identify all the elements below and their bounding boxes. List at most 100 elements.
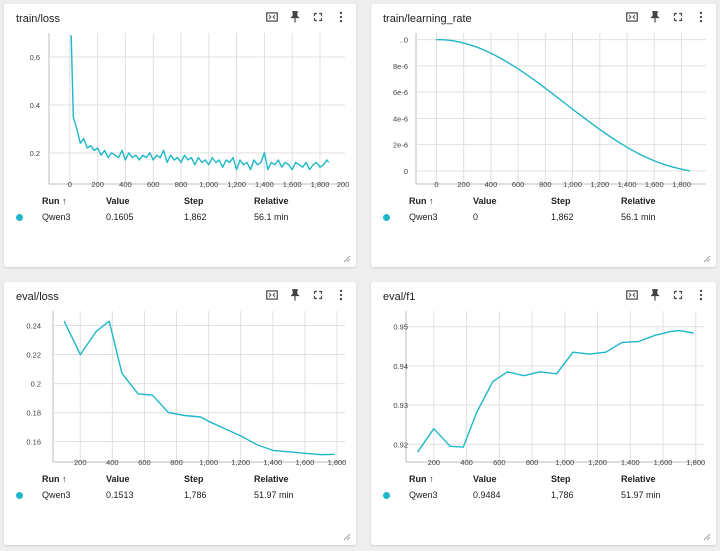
x-tick-label: 200 — [91, 180, 104, 189]
more-vert-icon[interactable] — [694, 288, 708, 302]
x-tick-label: 800 — [170, 458, 183, 467]
header-relative[interactable]: Relative — [254, 196, 289, 206]
run-color-dot — [16, 214, 23, 221]
header-value[interactable]: Value — [473, 196, 497, 206]
fit-domain-icon[interactable] — [625, 288, 639, 302]
fullscreen-icon[interactable] — [671, 10, 685, 24]
run-color-dot — [383, 492, 390, 499]
line-chart[interactable]: 0 2e-6 4e-6 6e-6 8e-6 ..0 0 200 400 600 800 1,000 1,… — [371, 4, 716, 190]
resize-handle-icon[interactable] — [703, 533, 711, 541]
header-relative[interactable]: Relative — [621, 474, 656, 484]
header-value[interactable]: Value — [106, 196, 130, 206]
pin-icon[interactable] — [648, 288, 662, 302]
x-tick-label: 600 — [493, 458, 506, 467]
x-tick-label: 800 — [526, 458, 539, 467]
x-tick-label: 1,000 — [563, 180, 582, 189]
x-edge-tick-label: 200 — [337, 180, 350, 189]
panel-title: train/learning_rate — [383, 13, 472, 25]
y-tick-label: 0.16 — [26, 438, 41, 447]
x-tick-label: 1,400 — [621, 458, 640, 467]
header-run[interactable]: Run ↑ — [409, 474, 434, 484]
run-name: Qwen3 — [409, 212, 438, 222]
panel-toolbar — [265, 10, 348, 24]
resize-handle-icon[interactable] — [703, 255, 711, 263]
run-row[interactable]: Qwen3 0.1605 1,862 56.1 min — [4, 209, 356, 225]
run-row[interactable]: Qwen3 0.9484 1,786 51.97 min — [371, 487, 716, 503]
header-step[interactable]: Step — [184, 474, 204, 484]
run-name: Qwen3 — [42, 212, 71, 222]
more-vert-icon[interactable] — [694, 10, 708, 24]
x-tick-label: 1,200 — [588, 458, 607, 467]
series-line — [70, 35, 330, 171]
run-value: 0.1513 — [106, 490, 134, 500]
header-step[interactable]: Step — [184, 196, 204, 206]
fit-domain-icon[interactable] — [625, 10, 639, 24]
run-color-dot — [383, 214, 390, 221]
run-name: Qwen3 — [409, 490, 438, 500]
x-tick-label: 600 — [512, 180, 525, 189]
y-tick-label: 4e-6 — [393, 114, 408, 123]
header-value[interactable]: Value — [473, 474, 497, 484]
header-run[interactable]: Run ↑ — [42, 196, 67, 206]
run-relative: 56.1 min — [621, 212, 656, 222]
x-tick-label: 800 — [175, 180, 188, 189]
more-vert-icon[interactable] — [334, 10, 348, 24]
resize-handle-icon[interactable] — [343, 255, 351, 263]
line-chart[interactable]: 0.2 0.4 0.6 0 200 400 600 800 1,000 1,200 1,400 1,6… — [4, 4, 356, 190]
x-tick-label: 1,200 — [590, 180, 609, 189]
y-tick-label: 0.95 — [393, 323, 408, 332]
pin-icon[interactable] — [648, 10, 662, 24]
run-color-dot — [16, 492, 23, 499]
fullscreen-icon[interactable] — [671, 288, 685, 302]
x-tick-label: 1,600 — [295, 458, 314, 467]
x-tick-label: 1,400 — [255, 180, 274, 189]
fullscreen-icon[interactable] — [311, 10, 325, 24]
run-step: 1,786 — [184, 490, 207, 500]
pin-icon[interactable] — [288, 288, 302, 302]
panel-train-learning-rate: train/learning_rate 0 2e-6 4e-6 6e-6 8e-6 ..0 0… — [371, 4, 716, 267]
run-relative: 51.97 min — [254, 490, 294, 500]
run-step: 1,862 — [184, 212, 207, 222]
run-table-header: Run ↑ Value Step Relative — [371, 471, 716, 487]
y-tick-label: 0.6 — [30, 53, 40, 62]
x-tick-label: 1,200 — [231, 458, 250, 467]
header-step[interactable]: Step — [551, 196, 571, 206]
fit-domain-icon[interactable] — [265, 288, 279, 302]
header-step[interactable]: Step — [551, 474, 571, 484]
y-tick-label: 0.2 — [30, 149, 40, 158]
x-tick-label: 1,000 — [199, 458, 218, 467]
panel-title: train/loss — [16, 13, 61, 25]
run-row[interactable]: Qwen3 0.1513 1,786 51.97 min — [4, 487, 356, 503]
x-tick-label: 1,000 — [199, 180, 218, 189]
y-tick-label: 0.22 — [26, 351, 41, 360]
run-value: 0.9484 — [473, 490, 501, 500]
series-line — [436, 38, 691, 172]
header-value[interactable]: Value — [106, 474, 130, 484]
x-tick-label: 1,600 — [654, 458, 673, 467]
x-tick-label: 200 — [428, 458, 441, 467]
fit-domain-icon[interactable] — [265, 10, 279, 24]
run-table: Run ↑ Value Step Relative Qwen3 0.1513 1,786 51… — [4, 471, 356, 503]
x-tick-label: 1,800 — [686, 458, 705, 467]
panel-toolbar — [265, 288, 348, 302]
panel-train-loss: train/loss 0.2 0.4 0.6 0 200 400 600 800 1,000 1,2… — [4, 4, 356, 267]
y-tick-label: 0 — [404, 167, 408, 176]
header-run[interactable]: Run ↑ — [409, 196, 434, 206]
header-relative[interactable]: Relative — [621, 196, 656, 206]
y-tick-label: 0.92 — [393, 440, 408, 449]
pin-icon[interactable] — [288, 10, 302, 24]
run-row[interactable]: Qwen3 0 1,862 56.1 min — [371, 209, 716, 225]
line-chart[interactable]: 0.92 0.93 0.94 0.95 200 400 600 800 1,000 1,200 1,… — [371, 282, 716, 468]
x-tick-label: 1,400 — [263, 458, 282, 467]
x-tick-label: 400 — [485, 180, 498, 189]
more-vert-icon[interactable] — [334, 288, 348, 302]
panel-eval-loss: eval/loss 0.16 0.18 0.2 0.22 0.24 200 400 600 800… — [4, 282, 356, 545]
x-tick-label: 200 — [457, 180, 470, 189]
x-tick-label: 0 — [434, 180, 438, 189]
resize-handle-icon[interactable] — [343, 533, 351, 541]
header-run[interactable]: Run ↑ — [42, 474, 67, 484]
fullscreen-icon[interactable] — [311, 288, 325, 302]
line-chart[interactable]: 0.16 0.18 0.2 0.22 0.24 200 400 600 800 1,000 1,20… — [4, 282, 356, 468]
run-table-header: Run ↑ Value Step Relative — [4, 193, 356, 209]
header-relative[interactable]: Relative — [254, 474, 289, 484]
